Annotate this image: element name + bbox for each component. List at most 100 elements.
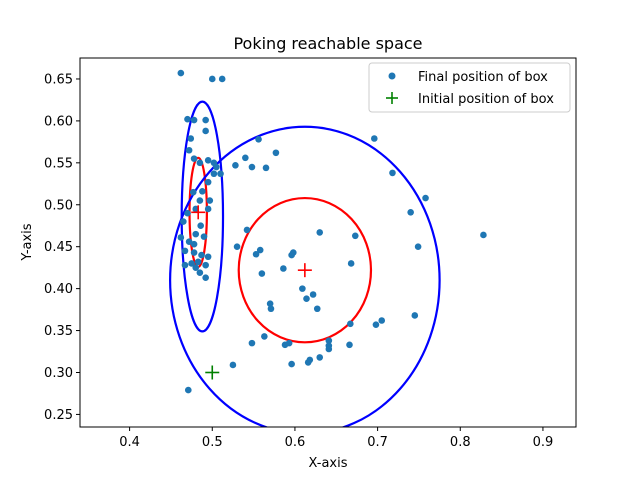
data-point	[213, 163, 220, 171]
data-point	[414, 243, 422, 250]
data-point	[248, 339, 256, 347]
data-point	[288, 251, 295, 259]
data-point	[177, 234, 185, 241]
data-point	[185, 238, 193, 245]
data-point	[313, 305, 321, 313]
data-point	[202, 274, 209, 282]
data-point	[210, 170, 218, 178]
y-tick-label: 0.35	[44, 324, 73, 339]
data-point	[285, 339, 293, 347]
y-tick-label: 0.65	[44, 72, 73, 87]
y-axis: 0.25 0.30 0.35 0.40 0.45 0.50 0.55 0.60 0.65	[44, 72, 80, 423]
y-tick-label: 0.45	[44, 240, 73, 255]
x-tick-label: 0.7	[367, 435, 388, 450]
data-point	[190, 249, 198, 256]
data-point	[267, 305, 275, 313]
x-axis: 0.4 0.5 0.6 0.7 0.8 0.9	[119, 427, 553, 450]
data-point	[199, 188, 206, 195]
data-point	[480, 231, 487, 239]
data-point	[187, 135, 195, 142]
data-point	[325, 337, 333, 344]
data-point	[181, 247, 189, 255]
data-point	[272, 149, 280, 157]
data-point	[242, 154, 249, 162]
x-tick-label: 0.8	[450, 435, 471, 450]
plus-marker	[205, 365, 220, 380]
data-point	[411, 312, 419, 319]
x-tick-label: 0.4	[119, 435, 140, 450]
data-point	[229, 361, 237, 369]
confidence-ellipse	[237, 196, 373, 344]
y-tick-label: 0.60	[44, 114, 73, 129]
data-point	[200, 233, 208, 240]
data-point	[190, 116, 198, 124]
plot-background	[80, 58, 576, 427]
data-point	[196, 197, 204, 204]
data-point	[188, 260, 195, 267]
data-point	[256, 246, 264, 254]
data-point	[351, 232, 359, 240]
confidence-ellipse	[180, 100, 225, 333]
data-point	[370, 135, 378, 142]
data-point	[177, 69, 185, 77]
data-point	[204, 205, 212, 213]
data-point	[258, 270, 266, 277]
legend-label-initial: Initial position of box	[418, 92, 554, 107]
data-point	[316, 354, 324, 361]
data-point	[189, 188, 197, 196]
data-point	[184, 115, 191, 123]
data-point	[346, 341, 353, 349]
data-point	[204, 178, 212, 186]
plus-marker	[191, 205, 206, 220]
data-point	[372, 321, 380, 328]
data-point	[197, 222, 204, 230]
data-point	[347, 320, 354, 328]
data-point	[303, 295, 310, 302]
data-point	[299, 285, 306, 292]
data-point	[347, 260, 355, 267]
x-axis-label: X-axis	[309, 456, 348, 471]
data-point	[243, 226, 251, 234]
legend-box	[368, 62, 571, 113]
data-point	[422, 194, 429, 202]
data-point	[190, 155, 198, 162]
data-point	[232, 162, 239, 169]
data-point	[325, 345, 333, 353]
plot-frame	[79, 57, 577, 428]
points-layer	[177, 69, 487, 394]
x-tick-label: 0.9	[533, 435, 554, 450]
legend-label-final: Final position of box	[418, 70, 548, 85]
data-point	[248, 163, 256, 171]
data-point	[218, 75, 226, 83]
x-tick-label: 0.6	[285, 435, 306, 450]
data-point	[196, 269, 204, 276]
y-tick-label: 0.55	[44, 156, 73, 171]
y-tick-label: 0.30	[44, 366, 73, 381]
data-point	[185, 146, 193, 154]
data-point	[262, 164, 270, 172]
chart-title: Poking reachable space	[233, 34, 422, 53]
data-point	[184, 209, 191, 217]
data-point	[192, 264, 200, 271]
legend-marker-initial	[386, 92, 398, 104]
legend: Final position of box Initial position o…	[368, 62, 571, 113]
data-point	[304, 359, 312, 366]
data-point	[202, 116, 209, 124]
data-point	[407, 209, 414, 216]
data-point	[202, 127, 209, 135]
data-point	[192, 230, 200, 238]
data-point	[233, 243, 241, 250]
data-point	[180, 218, 187, 225]
data-point	[181, 261, 189, 269]
data-point	[280, 265, 287, 272]
data-point	[196, 159, 204, 167]
data-point	[204, 157, 212, 164]
data-point	[261, 333, 268, 340]
data-point	[202, 261, 209, 269]
data-point	[194, 258, 202, 266]
data-point	[198, 251, 205, 259]
data-point	[184, 386, 192, 394]
plus-marker	[297, 263, 312, 278]
data-point	[252, 250, 260, 258]
